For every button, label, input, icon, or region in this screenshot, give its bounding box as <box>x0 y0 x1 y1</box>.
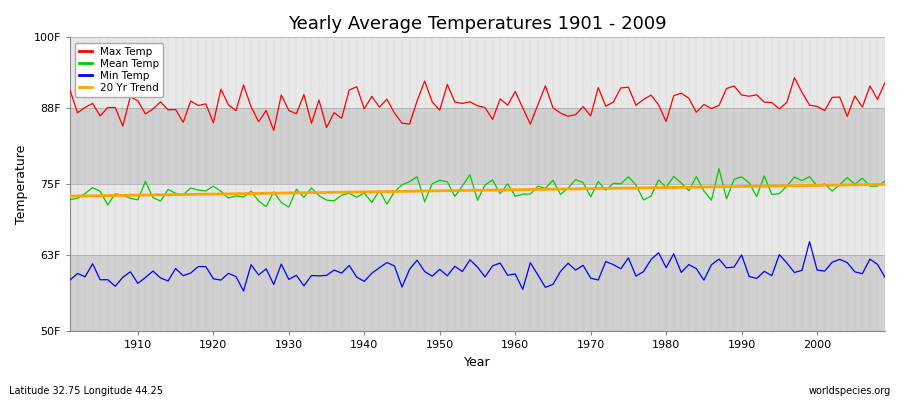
Bar <box>70 37 885 108</box>
Bar <box>70 184 885 255</box>
Text: Latitude 32.75 Longitude 44.25: Latitude 32.75 Longitude 44.25 <box>9 386 163 396</box>
Bar <box>70 108 885 184</box>
Legend: Max Temp, Mean Temp, Min Temp, 20 Yr Trend: Max Temp, Mean Temp, Min Temp, 20 Yr Tre… <box>76 42 164 97</box>
X-axis label: Year: Year <box>464 356 491 369</box>
Y-axis label: Temperature: Temperature <box>15 145 28 224</box>
Text: worldspecies.org: worldspecies.org <box>809 386 891 396</box>
Bar <box>70 255 885 332</box>
Title: Yearly Average Temperatures 1901 - 2009: Yearly Average Temperatures 1901 - 2009 <box>288 15 667 33</box>
